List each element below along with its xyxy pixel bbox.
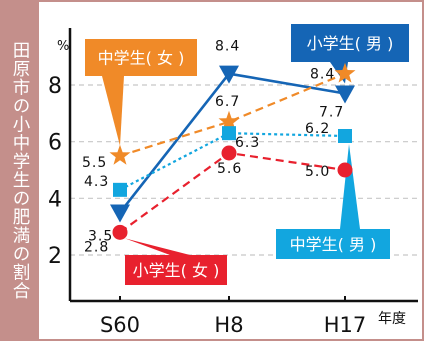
- callout-box: [276, 229, 390, 259]
- data-value-label: 6.3: [235, 135, 260, 151]
- data-value-label: 3.5: [88, 229, 113, 245]
- data-value-label: 7.7: [319, 105, 344, 121]
- x-tick-label: H17: [324, 313, 367, 337]
- sidebar-title: 田原市の小中学生の肥満の割合: [10, 41, 30, 300]
- data-value-label: 8.4: [215, 39, 240, 55]
- data-point-marker: [218, 110, 240, 131]
- data-value-label: 5.6: [217, 161, 242, 177]
- callout-pointer: [340, 144, 360, 229]
- sidebar-title-panel: 田原市の小中学生の肥満の割合: [2, 2, 39, 339]
- data-value-label: 8.4: [310, 67, 335, 83]
- x-axis-label: 年度: [378, 311, 406, 327]
- data-value-label: 5.5: [82, 155, 107, 171]
- data-point-marker: [221, 145, 237, 161]
- y-tick-label: 2: [48, 244, 62, 269]
- data-point-marker: [335, 85, 355, 104]
- x-tick-label: H8: [214, 313, 243, 337]
- data-point-marker: [110, 204, 130, 223]
- y-tick-label: 4: [48, 187, 62, 212]
- data-point-marker: [338, 129, 352, 143]
- callout-label: 中学生( 女 ): [98, 49, 185, 68]
- data-value-label: 4.3: [84, 174, 109, 190]
- callout-pointer: [102, 76, 124, 146]
- x-tick-label: S60: [100, 313, 140, 337]
- data-point-marker: [112, 224, 128, 240]
- callout-box: [291, 24, 409, 62]
- callout-box: [125, 255, 227, 285]
- data-value-label: 6.7: [215, 94, 240, 110]
- data-point-marker: [113, 182, 127, 197]
- callout-pointer: [125, 238, 190, 255]
- callout-label: 小学生( 女 ): [133, 261, 220, 280]
- callout-label: 中学生( 男 ): [290, 235, 377, 254]
- data-value-label: 5.0: [305, 164, 330, 180]
- y-tick-label: 6: [48, 131, 62, 156]
- data-point-marker: [334, 62, 356, 83]
- data-value-label: 6.2: [305, 121, 330, 137]
- data-point-marker: [219, 65, 239, 84]
- data-point-marker: [337, 162, 353, 178]
- callout-box: [85, 39, 197, 76]
- data-value-label: 2.8: [84, 239, 109, 255]
- series-line: [119, 72, 346, 157]
- callout-label: 小学生( 男 ): [307, 34, 394, 53]
- y-tick-label: 8: [48, 74, 62, 99]
- data-point-marker: [109, 144, 131, 165]
- data-point-marker: [222, 126, 236, 141]
- y-axis-unit-label: %: [57, 39, 69, 54]
